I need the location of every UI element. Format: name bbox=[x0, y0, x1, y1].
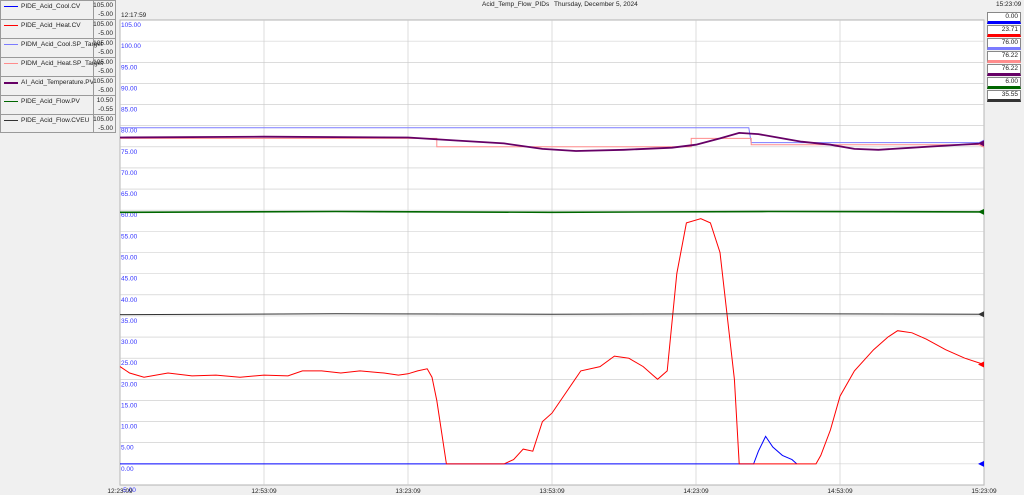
series-line-0 bbox=[120, 435, 798, 465]
legend-item[interactable]: PIDM_Acid_Cool.SP_Target 105.00 -5.00 bbox=[0, 38, 116, 57]
x-tick-label: 13:53:09 bbox=[539, 488, 565, 495]
legend-label: AI_Acid_Temperature.PV bbox=[21, 79, 94, 86]
current-value-box: 76.22 bbox=[987, 64, 1021, 76]
y-tick-label: 75.00 bbox=[121, 149, 138, 156]
time-start-label: 12:17:59 bbox=[121, 12, 147, 19]
legend-label: PIDM_Acid_Heat.SP_Target bbox=[21, 60, 104, 67]
current-value-box: 0.00 bbox=[987, 12, 1021, 24]
series-end-marker bbox=[978, 140, 984, 147]
y-tick-label: 45.00 bbox=[121, 276, 138, 283]
legend-min: -5.00 bbox=[98, 11, 113, 18]
series-end-marker bbox=[978, 460, 984, 467]
y-tick-label: 60.00 bbox=[121, 212, 138, 219]
legend-label: PIDM_Acid_Cool.SP_Target bbox=[21, 41, 103, 48]
chart-date: Thursday, December 5, 2024 bbox=[554, 1, 638, 8]
current-value-box: 76.00 bbox=[987, 38, 1021, 50]
x-tick-label: 14:53:09 bbox=[827, 488, 853, 495]
series-end-marker bbox=[978, 361, 984, 368]
current-value-box: 76.22 bbox=[987, 51, 1021, 63]
y-tick-label: 70.00 bbox=[121, 170, 138, 177]
y-tick-label: 0.00 bbox=[121, 466, 134, 473]
legend-label: PIDE_Acid_Heat.CV bbox=[21, 22, 81, 29]
legend-min: -5.00 bbox=[98, 87, 113, 94]
legend-item[interactable]: PIDE_Acid_Flow.CVEU 105.00 -5.00 bbox=[0, 114, 116, 133]
series-end-marker bbox=[978, 208, 984, 215]
y-tick-label: 5.00 bbox=[121, 445, 134, 452]
x-tick-label: 12:23:09 bbox=[107, 488, 133, 495]
legend-swatch bbox=[4, 82, 18, 84]
legend-item[interactable]: PIDE_Acid_Cool.CV 105.00 -5.00 bbox=[0, 0, 116, 19]
y-tick-label: 50.00 bbox=[121, 255, 138, 262]
series-line-4 bbox=[119, 131, 985, 152]
y-tick-label: 80.00 bbox=[121, 128, 138, 135]
current-value-box: 6.00 bbox=[987, 77, 1021, 89]
y-tick-label: 65.00 bbox=[121, 191, 138, 198]
y-tick-label: 25.00 bbox=[121, 360, 138, 367]
y-tick-label: 10.00 bbox=[121, 424, 138, 431]
series-line-5 bbox=[119, 210, 985, 214]
x-axis: 12:23:09 12:53:09 13:23:09 13:53:09 14:23:09… bbox=[107, 488, 997, 495]
y-tick-label: 100.00 bbox=[121, 43, 141, 50]
legend-min: -5.00 bbox=[98, 68, 113, 75]
trend-legend: PIDE_Acid_Cool.CV 105.00 -5.00 PIDE_Acid_He… bbox=[0, 0, 116, 133]
legend-swatch bbox=[4, 6, 18, 7]
y-tick-label: 95.00 bbox=[121, 64, 138, 71]
legend-swatch bbox=[4, 44, 18, 45]
chart-header: Acid_Temp_Flow_PIDs Thursday, December 5… bbox=[0, 1, 1024, 19]
legend-min: -5.00 bbox=[98, 30, 113, 37]
legend-max: 105.00 bbox=[93, 78, 113, 85]
series-line-2 bbox=[120, 127, 984, 144]
x-tick-label: 14:23:09 bbox=[683, 488, 709, 495]
legend-min: -0.55 bbox=[98, 106, 113, 113]
legend-swatch bbox=[4, 25, 18, 26]
series-line-1 bbox=[119, 218, 985, 465]
series-end-marker bbox=[978, 311, 984, 318]
time-end-label: 15:23:09 bbox=[996, 1, 1022, 8]
y-tick-label: 40.00 bbox=[121, 297, 138, 304]
legend-min: -5.00 bbox=[98, 49, 113, 56]
legend-label: PIDE_Acid_Flow.PV bbox=[21, 98, 80, 105]
series-line-6 bbox=[119, 313, 985, 316]
legend-max: 105.00 bbox=[93, 21, 113, 28]
y-tick-label: 105.00 bbox=[121, 22, 141, 29]
end-markers bbox=[978, 139, 984, 467]
current-value-box: 23.71 bbox=[987, 25, 1021, 37]
legend-swatch bbox=[4, 120, 18, 121]
legend-max: 105.00 bbox=[93, 40, 113, 47]
x-tick-label: 13:23:09 bbox=[395, 488, 421, 495]
y-tick-label: 20.00 bbox=[121, 381, 138, 388]
legend-label: PIDE_Acid_Cool.CV bbox=[21, 3, 81, 10]
legend-item[interactable]: PIDE_Acid_Heat.CV 105.00 -5.00 bbox=[0, 19, 116, 38]
legend-max: 105.00 bbox=[93, 2, 113, 9]
y-tick-label: 90.00 bbox=[121, 85, 138, 92]
y-tick-label: 35.00 bbox=[121, 318, 138, 325]
y-tick-label: 30.00 bbox=[121, 339, 138, 346]
legend-min: -5.00 bbox=[98, 125, 113, 132]
y-tick-label: 85.00 bbox=[121, 107, 138, 114]
current-value-panel: 0.00 23.71 76.00 76.22 76.22 6.00 35.55 bbox=[987, 12, 1021, 103]
legend-item[interactable]: AI_Acid_Temperature.PV 105.00 -5.00 bbox=[0, 76, 116, 95]
current-value-box: 35.55 bbox=[987, 90, 1021, 102]
legend-label: PIDE_Acid_Flow.CVEU bbox=[21, 117, 90, 124]
legend-item[interactable]: PIDM_Acid_Heat.SP_Target 105.00 -5.00 bbox=[0, 57, 116, 76]
y-axis: 105.00 100.00 95.00 90.00 85.00 80.00 75.00 70.… bbox=[121, 22, 141, 494]
y-tick-label: 15.00 bbox=[121, 402, 138, 409]
legend-max: 105.00 bbox=[93, 116, 113, 123]
legend-max: 105.00 bbox=[93, 59, 113, 66]
chart-title: Acid_Temp_Flow_PIDs bbox=[482, 1, 550, 8]
y-tick-label: -5.00 bbox=[121, 487, 136, 494]
y-tick-label: 55.00 bbox=[121, 233, 138, 240]
legend-swatch bbox=[4, 63, 18, 64]
x-tick-label: 12:53:09 bbox=[251, 488, 277, 495]
series-lines bbox=[119, 127, 985, 465]
legend-swatch bbox=[4, 101, 18, 102]
legend-max: 10.50 bbox=[96, 97, 113, 104]
x-tick-label: 15:23:09 bbox=[971, 488, 997, 495]
legend-item[interactable]: PIDE_Acid_Flow.PV 10.50 -0.55 bbox=[0, 95, 116, 114]
